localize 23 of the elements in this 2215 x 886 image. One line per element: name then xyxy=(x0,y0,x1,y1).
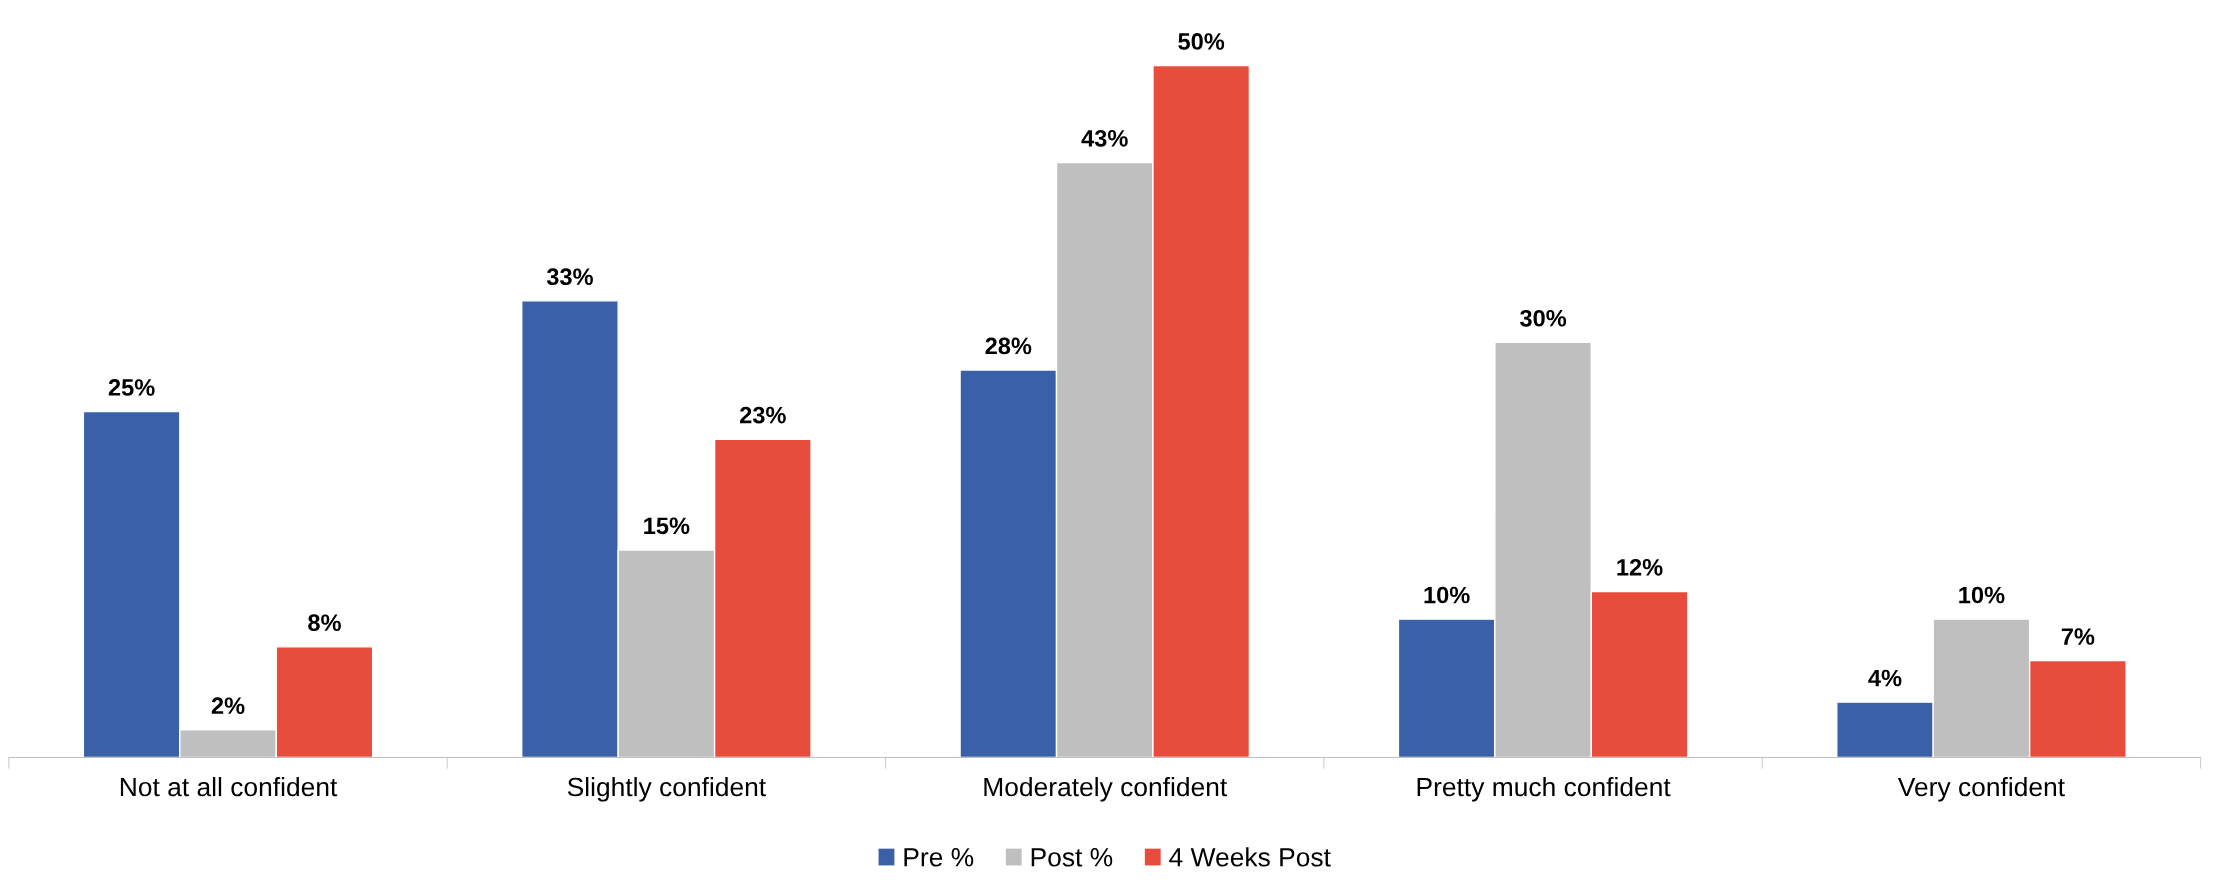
data-label: 4% xyxy=(1868,669,1902,687)
data-label: 30% xyxy=(1519,309,1567,327)
data-label: 2% xyxy=(211,697,245,715)
x-tick-label: Pretty much confident xyxy=(1417,776,1671,802)
data-label: 15% xyxy=(644,517,690,535)
data-label: 43% xyxy=(1081,129,1128,147)
data-label: 33% xyxy=(546,268,593,286)
x-tick-label: Moderately confident xyxy=(984,776,1228,802)
legend-label: Pre % xyxy=(904,848,974,867)
data-label: 10% xyxy=(1424,586,1470,604)
data-label: 25% xyxy=(108,379,155,396)
legend-label: Post % xyxy=(1031,848,1113,867)
data-label: 50% xyxy=(1178,33,1225,50)
legend-label: 4 Weeks Post xyxy=(1169,847,1331,867)
data-label: 28% xyxy=(985,337,1032,355)
data-label: 8% xyxy=(308,614,341,632)
data-label: 7% xyxy=(2061,628,2095,645)
data-label: 10% xyxy=(1959,586,2005,604)
x-tick-label: Very confident xyxy=(1897,776,2065,802)
x-tick-label: Not at all confident xyxy=(120,776,338,797)
data-label: 12% xyxy=(1617,558,1663,576)
data-label: 23% xyxy=(740,406,786,424)
x-tick-label: Slightly confident xyxy=(567,776,766,802)
